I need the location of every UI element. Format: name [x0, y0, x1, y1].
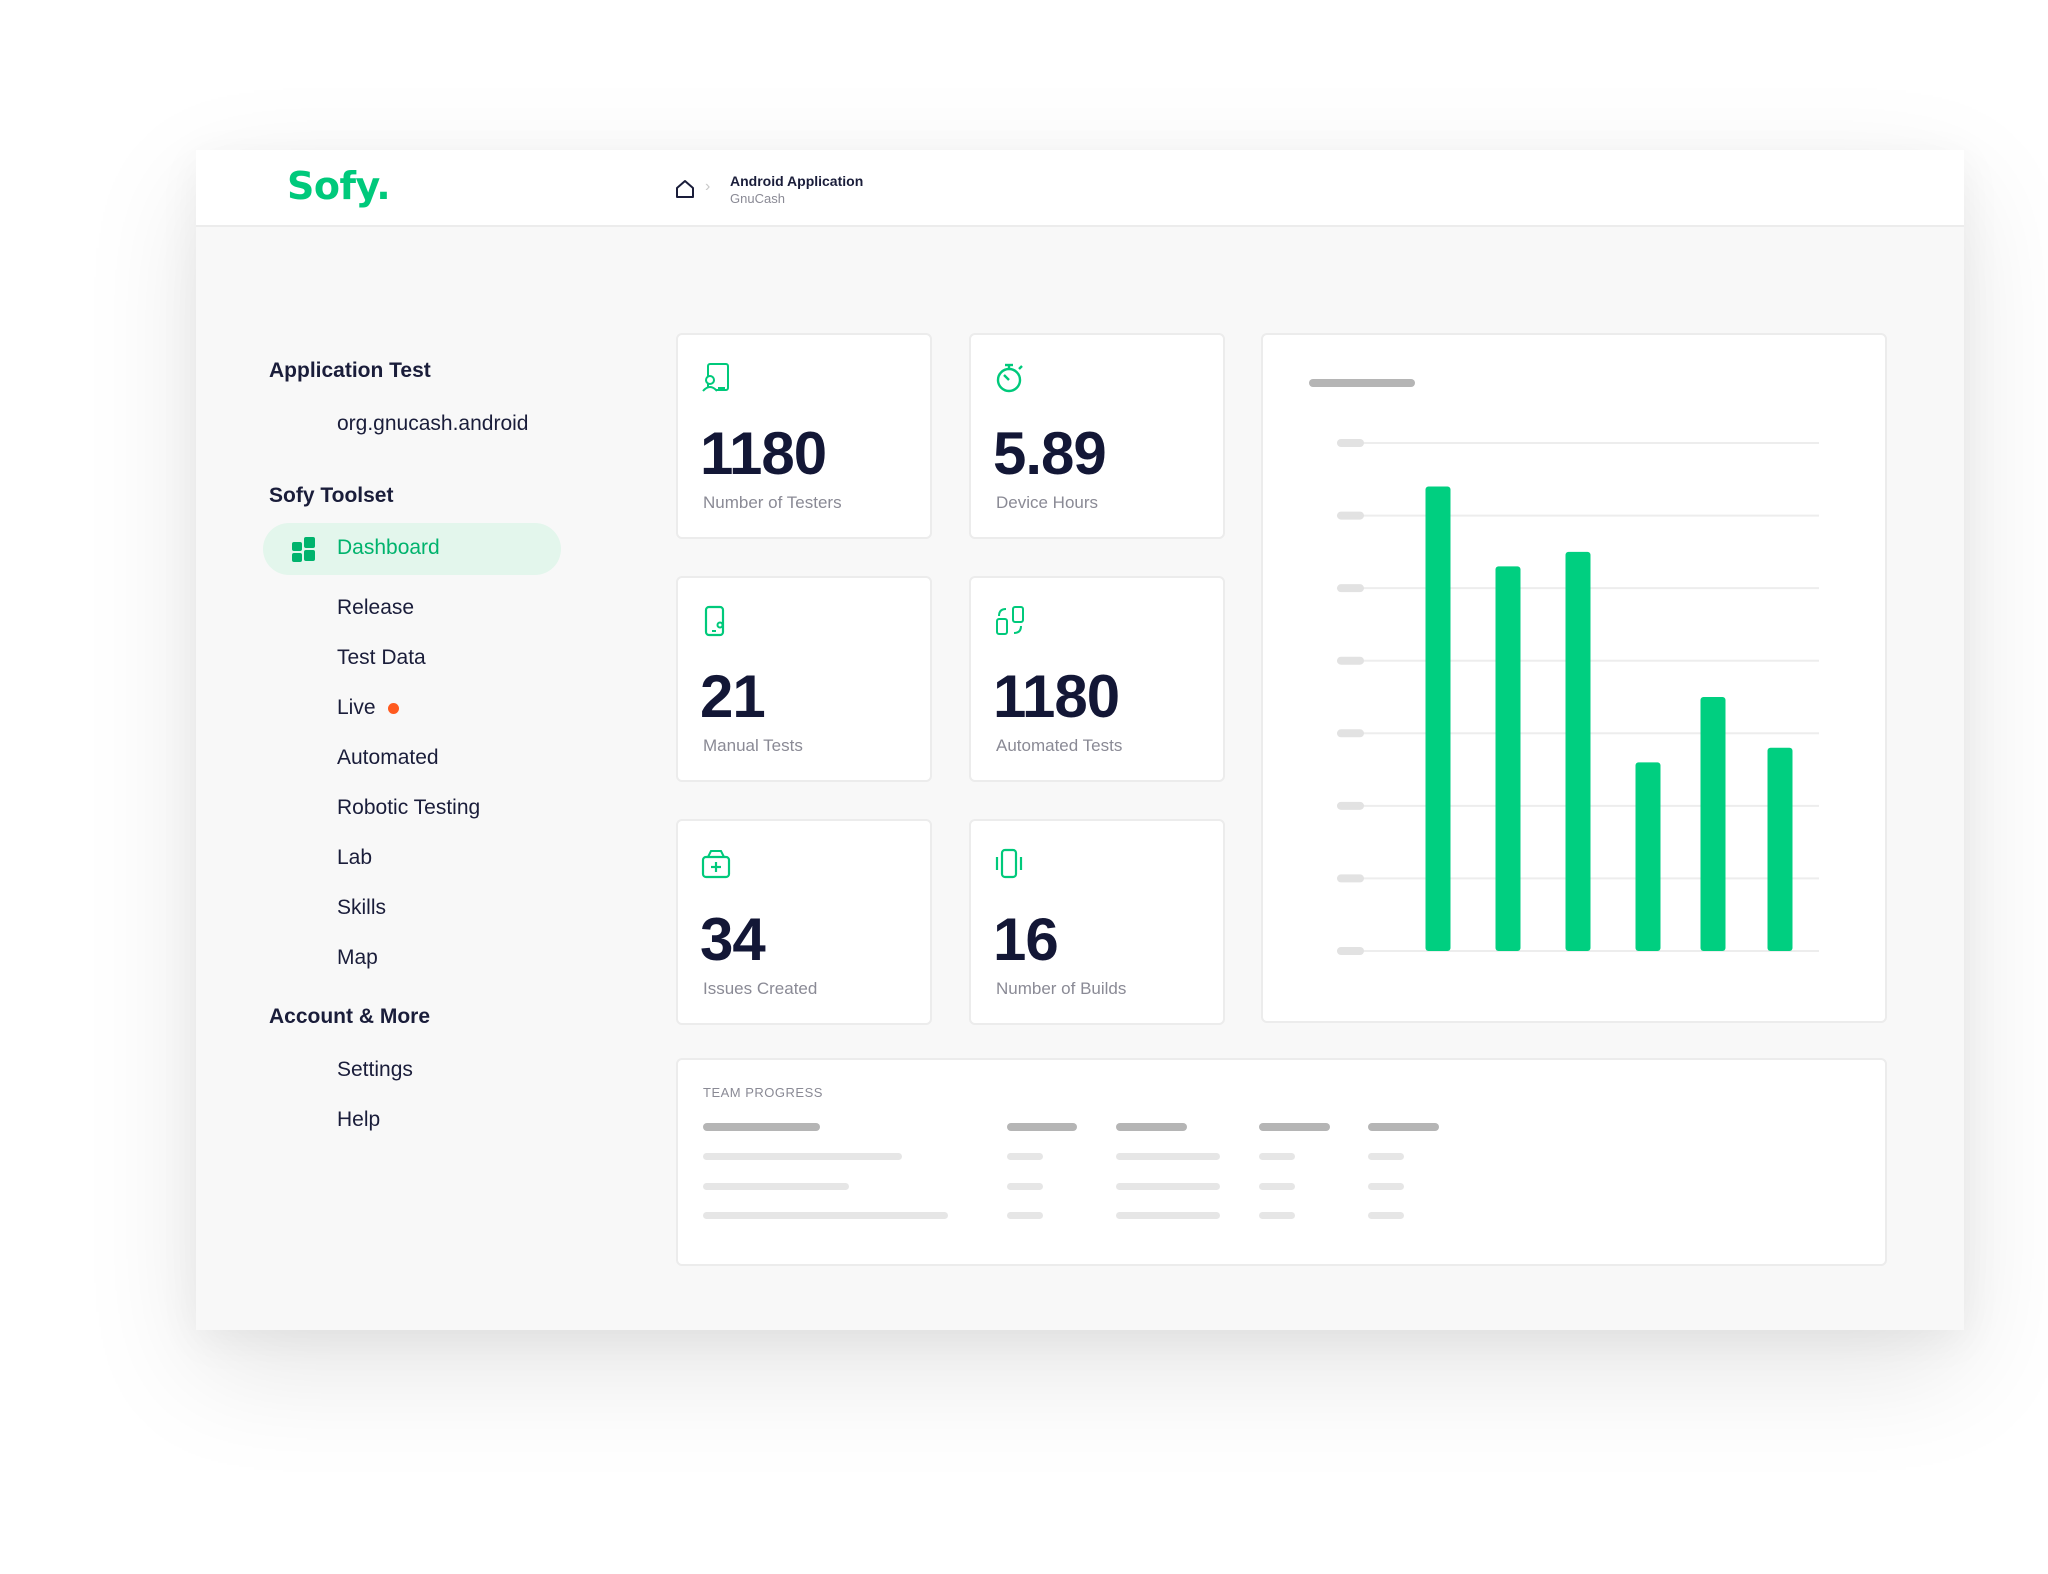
row-placeholder: [703, 1153, 902, 1160]
top-bar: Sofy. › Android Application GnuCash: [196, 150, 1964, 227]
y-tick-placeholder: [1337, 656, 1364, 665]
column-header-placeholder: [1368, 1123, 1439, 1131]
y-tick-placeholder: [1337, 439, 1364, 447]
chart-bar[interactable]: [1700, 697, 1726, 951]
y-tick-placeholder: [1337, 874, 1364, 883]
sidebar-item-release[interactable]: Release: [337, 596, 415, 619]
row-placeholder: [1007, 1183, 1043, 1190]
column-header-placeholder: [1007, 1123, 1077, 1131]
team-progress-title: TEAM PROGRESS: [703, 1085, 823, 1100]
row-placeholder: [1368, 1183, 1404, 1190]
stat-card-builds[interactable]: 16 Number of Builds: [969, 819, 1225, 1025]
y-tick-placeholder: [1337, 947, 1364, 955]
stat-card-testers[interactable]: 1180 Number of Testers: [676, 333, 932, 539]
section-sofy-toolset: Sofy Toolset: [269, 484, 394, 507]
stopwatch-icon: [996, 363, 1023, 393]
stat-label: Number of Testers: [703, 493, 842, 512]
sidebar-item-dashboard[interactable]: Dashboard: [263, 523, 561, 575]
chart-bar[interactable]: [1767, 747, 1793, 951]
stat-value: 5.89: [993, 420, 1107, 487]
y-tick-placeholder: [1337, 801, 1364, 810]
stat-value: 21: [700, 663, 766, 730]
sidebar-item-map[interactable]: Map: [337, 946, 378, 969]
row-placeholder: [1116, 1153, 1220, 1160]
stat-value: 1180: [993, 663, 1120, 730]
stat-card-issues[interactable]: 34 Issues Created: [676, 819, 932, 1025]
y-tick-placeholder: [1337, 511, 1364, 520]
sidebar-item-robotic-testing[interactable]: Robotic Testing: [337, 796, 481, 819]
row-placeholder: [703, 1183, 849, 1190]
y-tick-placeholder: [1337, 584, 1364, 593]
row-placeholder: [1116, 1212, 1220, 1219]
stat-label: Issues Created: [703, 979, 818, 998]
chart-bar[interactable]: [1635, 762, 1661, 951]
chart-panel: [1261, 333, 1887, 1023]
column-header-placeholder: [1259, 1123, 1330, 1131]
column-header-placeholder: [1116, 1123, 1187, 1131]
stat-value: 34: [700, 906, 766, 973]
stat-label: Device Hours: [996, 493, 1099, 512]
sidebar-item-help[interactable]: Help: [337, 1108, 381, 1131]
device-builds-icon: [995, 848, 1023, 879]
stat-label: Automated Tests: [996, 736, 1123, 755]
stat-value: 16: [993, 906, 1059, 973]
sidebar-item-label: Live: [337, 696, 376, 719]
sidebar-item-live[interactable]: Live: [337, 696, 399, 720]
stat-value: 1180: [700, 420, 827, 487]
phone-icon: [704, 605, 725, 637]
chart-bar[interactable]: [1565, 551, 1591, 951]
sidebar-item-test-data[interactable]: Test Data: [337, 646, 426, 669]
column-header-placeholder: [703, 1123, 820, 1131]
row-placeholder: [1116, 1183, 1220, 1190]
stat-label: Number of Builds: [996, 979, 1127, 998]
live-status-dot: [387, 702, 399, 714]
stat-label: Manual Tests: [703, 736, 803, 755]
sidebar-item-skills[interactable]: Skills: [337, 896, 387, 919]
app-window: Sofy. › Android Application GnuCash Appl…: [196, 150, 1964, 1330]
row-placeholder: [1259, 1212, 1295, 1219]
section-application-test: Application Test: [269, 359, 431, 382]
section-account-more: Account & More: [269, 1005, 431, 1028]
chart-bar[interactable]: [1425, 486, 1451, 951]
bar-chart: [1309, 379, 1819, 955]
breadcrumb-subtitle: GnuCash: [730, 191, 785, 206]
dashboard-icon: [292, 537, 315, 562]
breadcrumb-title[interactable]: Android Application: [730, 173, 864, 189]
sofy-logo[interactable]: Sofy.: [287, 164, 391, 208]
row-placeholder: [1368, 1212, 1404, 1219]
sidebar-item-lab[interactable]: Lab: [337, 846, 373, 869]
stat-card-manual-tests[interactable]: 21 Manual Tests: [676, 576, 932, 782]
breadcrumb-chevron-icon: ›: [705, 178, 711, 195]
home-icon[interactable]: [674, 178, 696, 200]
y-tick-placeholder: [1337, 729, 1364, 738]
sidebar-item-automated[interactable]: Automated: [337, 746, 439, 769]
sidebar-item-settings[interactable]: Settings: [337, 1058, 413, 1081]
sidebar-item-label: Dashboard: [337, 536, 440, 559]
stat-card-automated-tests[interactable]: 1180 Automated Tests: [969, 576, 1225, 782]
row-placeholder: [1007, 1153, 1043, 1160]
sidebar-item-package[interactable]: org.gnucash.android: [337, 412, 529, 435]
row-placeholder: [1007, 1212, 1043, 1219]
chart-bar[interactable]: [1495, 566, 1521, 951]
issue-box-icon: [701, 850, 731, 879]
row-placeholder: [703, 1212, 948, 1219]
tester-icon: [702, 363, 729, 392]
row-placeholder: [1368, 1153, 1404, 1160]
stat-card-device-hours[interactable]: 5.89 Device Hours: [969, 333, 1225, 539]
automation-icon: [996, 606, 1024, 635]
row-placeholder: [1259, 1153, 1295, 1160]
chart-title-placeholder: [1309, 379, 1415, 387]
team-progress-panel: TEAM PROGRESS: [676, 1058, 1887, 1266]
row-placeholder: [1259, 1183, 1295, 1190]
